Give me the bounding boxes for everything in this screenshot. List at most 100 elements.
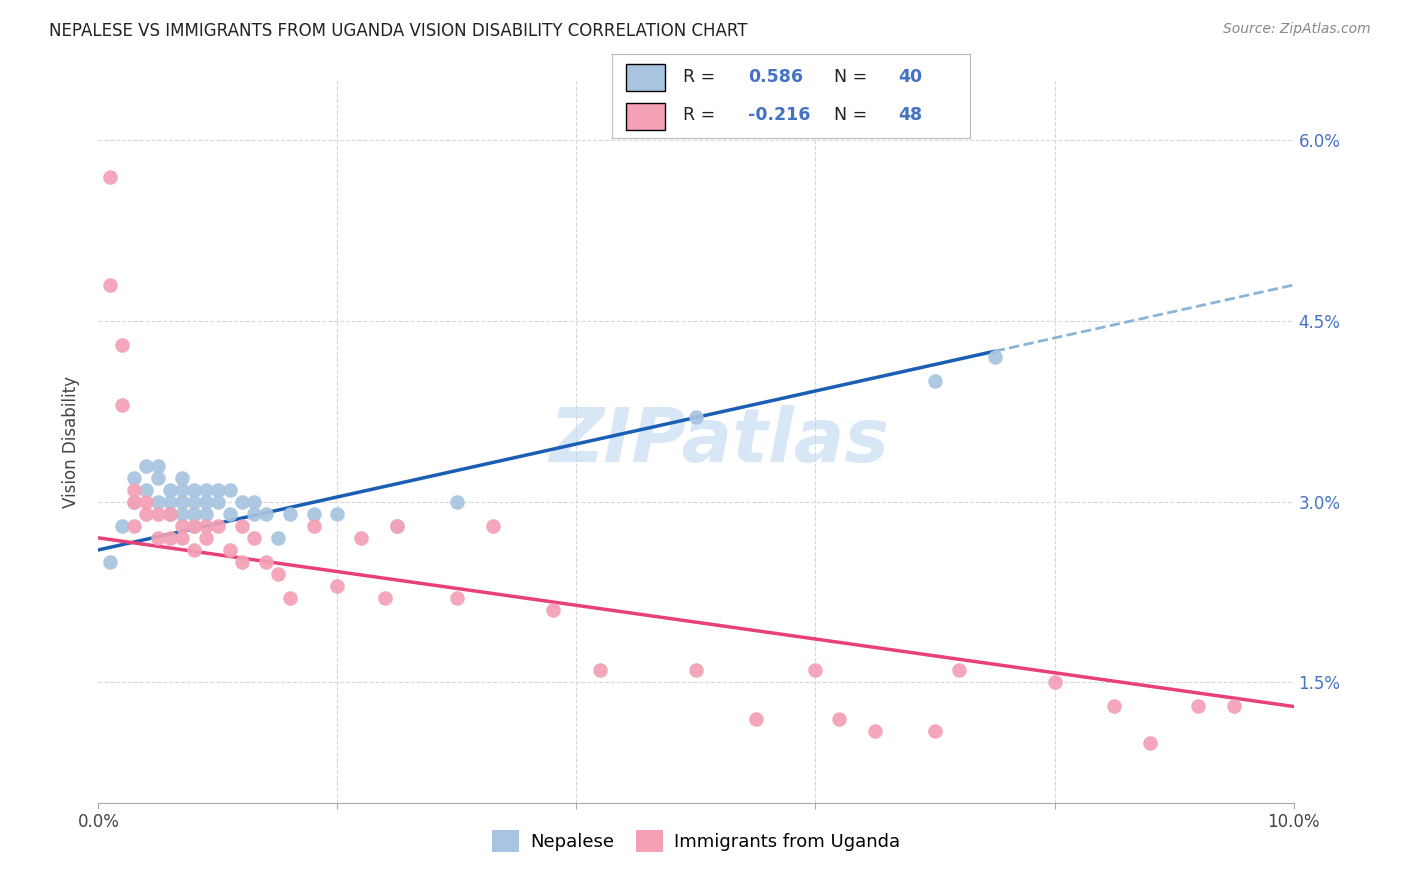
Point <box>446 591 468 606</box>
Point <box>135 507 157 521</box>
Point <box>326 507 349 521</box>
Point <box>231 555 253 569</box>
Point <box>148 458 170 473</box>
Point <box>195 519 218 533</box>
Point <box>446 494 468 508</box>
Point <box>219 483 242 497</box>
Text: ZIPatlas: ZIPatlas <box>550 405 890 478</box>
Point <box>231 494 253 508</box>
Text: NEPALESE VS IMMIGRANTS FROM UGANDA VISION DISABILITY CORRELATION CHART: NEPALESE VS IMMIGRANTS FROM UGANDA VISIO… <box>49 22 748 40</box>
Text: N =: N = <box>834 69 873 87</box>
Point <box>589 664 612 678</box>
Point <box>302 507 325 521</box>
Point <box>172 471 194 485</box>
Point <box>219 542 242 557</box>
Point <box>183 542 205 557</box>
FancyBboxPatch shape <box>626 103 665 130</box>
Text: Source: ZipAtlas.com: Source: ZipAtlas.com <box>1223 22 1371 37</box>
Point <box>243 531 266 545</box>
Point <box>1139 735 1161 749</box>
Point <box>326 579 349 593</box>
Point <box>183 519 205 533</box>
Point <box>278 591 301 606</box>
Point <box>172 507 194 521</box>
Point <box>278 507 301 521</box>
Point <box>924 375 946 389</box>
Point <box>195 531 218 545</box>
Point <box>350 531 373 545</box>
Point <box>183 494 205 508</box>
Point <box>984 350 1007 364</box>
Point <box>828 712 851 726</box>
Point <box>159 494 181 508</box>
Point <box>1043 675 1066 690</box>
Point <box>1187 699 1209 714</box>
Text: R =: R = <box>683 106 721 124</box>
Point <box>254 555 277 569</box>
Point <box>183 483 205 497</box>
Point <box>172 494 194 508</box>
Point <box>159 531 181 545</box>
Point <box>302 519 325 533</box>
Text: 0.586: 0.586 <box>748 69 803 87</box>
Point <box>231 519 253 533</box>
Text: 40: 40 <box>898 69 922 87</box>
Point <box>685 410 707 425</box>
Point <box>183 519 205 533</box>
Text: R =: R = <box>683 69 721 87</box>
Point <box>207 494 229 508</box>
Point <box>374 591 396 606</box>
Point <box>98 278 122 293</box>
Point <box>865 723 887 738</box>
Text: 48: 48 <box>898 106 922 124</box>
Point <box>124 519 146 533</box>
Text: N =: N = <box>834 106 873 124</box>
Point <box>385 519 409 533</box>
Point <box>111 398 134 412</box>
Point <box>159 507 181 521</box>
Point <box>135 494 157 508</box>
Point <box>159 483 181 497</box>
Point <box>207 483 229 497</box>
Point <box>482 519 505 533</box>
Point <box>267 531 290 545</box>
Point <box>98 555 122 569</box>
Point <box>254 507 277 521</box>
Legend: Nepalese, Immigrants from Uganda: Nepalese, Immigrants from Uganda <box>485 822 907 859</box>
Point <box>948 664 970 678</box>
Point <box>111 519 134 533</box>
Point <box>1223 699 1246 714</box>
Point <box>148 531 170 545</box>
Point <box>135 483 157 497</box>
Point <box>195 494 218 508</box>
Point <box>172 483 194 497</box>
Point <box>207 519 229 533</box>
Point <box>124 494 146 508</box>
Point <box>98 169 122 184</box>
Point <box>804 664 827 678</box>
Point <box>111 338 134 352</box>
Point <box>148 471 170 485</box>
Text: -0.216: -0.216 <box>748 106 810 124</box>
Point <box>924 723 946 738</box>
Point <box>172 519 194 533</box>
FancyBboxPatch shape <box>626 63 665 91</box>
Point <box>135 458 157 473</box>
Point <box>685 664 707 678</box>
Point <box>267 567 290 582</box>
Point <box>172 531 194 545</box>
Point <box>541 603 564 617</box>
Point <box>183 507 205 521</box>
Y-axis label: Vision Disability: Vision Disability <box>62 376 80 508</box>
Point <box>124 471 146 485</box>
Point <box>195 507 218 521</box>
Point <box>219 507 242 521</box>
Point <box>1104 699 1126 714</box>
Point <box>385 519 409 533</box>
Point <box>159 507 181 521</box>
Point <box>124 494 146 508</box>
Point <box>243 507 266 521</box>
Point <box>124 483 146 497</box>
Point <box>195 483 218 497</box>
Point <box>745 712 768 726</box>
